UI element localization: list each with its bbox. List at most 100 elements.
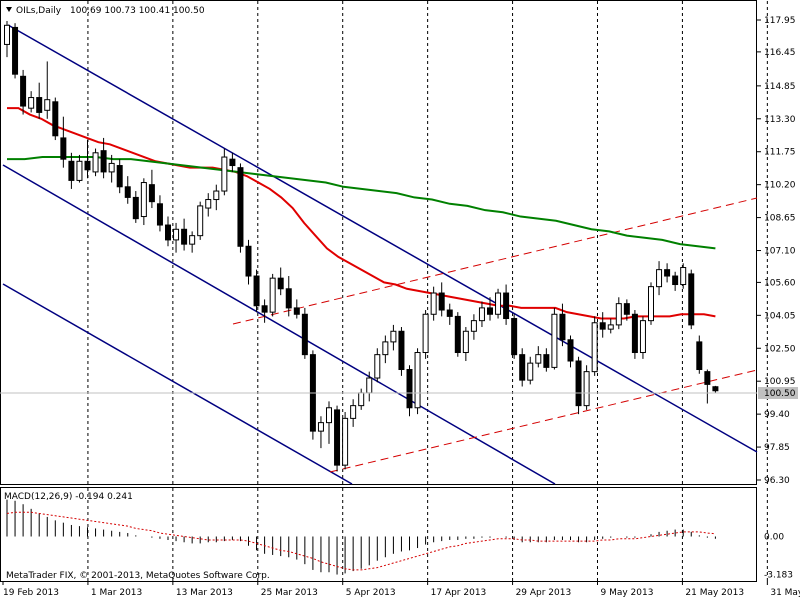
candle-bear — [277, 277, 284, 290]
current-price-label: 100.50 — [764, 389, 796, 399]
candle-bull — [350, 405, 357, 419]
date-tick-label: 21 May 2013 — [685, 588, 744, 598]
ma-fast-line — [7, 107, 716, 320]
symbol-label: OILs,Daily — [16, 6, 62, 16]
candle-bear — [696, 341, 703, 371]
candle-bear — [124, 186, 131, 198]
date-tick-label: 17 Apr 2013 — [431, 588, 487, 598]
candle-bear — [229, 158, 236, 167]
candle-bull — [173, 228, 180, 241]
candle-bull — [317, 422, 324, 432]
price-tick-label: 99.40 — [764, 410, 790, 420]
price-tick-label: 105.60 — [764, 278, 796, 288]
date-tick-label: 1 Mar 2013 — [91, 588, 142, 598]
candle-bear — [36, 97, 43, 113]
date-tick-label: 5 Apr 2013 — [346, 588, 396, 598]
candle-bear — [438, 292, 445, 311]
candle-bull — [342, 417, 349, 466]
candle-bull — [656, 269, 663, 288]
candle-bear — [503, 292, 510, 320]
price-tick-label: 117.95 — [764, 16, 796, 26]
candles — [4, 21, 719, 472]
candle-bear — [631, 313, 638, 354]
candle-bear — [406, 369, 413, 409]
dropdown-triangle-icon[interactable] — [6, 7, 12, 12]
dashed-channel-line — [329, 369, 758, 473]
channel-line — [7, 24, 758, 453]
candle-bear — [575, 360, 582, 407]
macd-panel-frame — [0, 487, 757, 582]
candle-bear — [181, 228, 188, 245]
candle-bull — [648, 286, 654, 322]
date-tick-label: 13 Mar 2013 — [176, 588, 233, 598]
candle-bear — [261, 305, 268, 313]
candle-bull — [583, 371, 590, 407]
candle-bull — [76, 160, 83, 181]
candle-bull — [607, 324, 614, 330]
candle-bull — [422, 313, 429, 354]
candle-bear — [253, 275, 260, 307]
macd-histogram — [6, 499, 716, 575]
candle-bull — [639, 320, 646, 354]
channel-line — [2, 283, 353, 485]
price-tick-label: 96.30 — [764, 476, 790, 486]
macd-signal-line — [6, 511, 716, 571]
candle-bear — [599, 322, 606, 330]
price-tick-label: 97.85 — [764, 443, 790, 453]
copyright-text: MetaTrader FIX, © 2001-2013, MetaQuotes … — [6, 571, 270, 581]
trend-lines — [2, 24, 758, 485]
date-tick-label: 9 May 2013 — [600, 588, 653, 598]
candle-bear — [623, 303, 630, 315]
candle-bull — [470, 320, 477, 332]
vertical-grid — [87, 1, 768, 581]
candle-bull — [28, 97, 35, 109]
price-tick-label: 116.45 — [764, 48, 796, 58]
candle-bull — [615, 303, 622, 326]
candle-bull — [430, 292, 437, 315]
price-axis: 117.95 116.45 114.85 113.30 111.75 110.20 108.… — [757, 16, 796, 581]
price-tick-label: 110.20 — [764, 181, 796, 191]
candle-bear — [688, 273, 695, 326]
date-tick-label: 25 Mar 2013 — [261, 588, 318, 598]
macd-tick-label: -3.183 — [764, 571, 793, 581]
candle-bull — [44, 99, 51, 111]
candle-bear — [165, 224, 171, 241]
candle-bull — [108, 162, 115, 173]
candle-bear — [12, 26, 19, 75]
date-tick-label: 29 Apr 2013 — [516, 588, 572, 598]
ohlc-readout: 100.69 100.73 100.41 100.50 — [70, 6, 205, 16]
candle-bull — [527, 362, 534, 381]
candle-bull — [591, 322, 598, 373]
moving-averages — [7, 107, 716, 320]
dashed-channel-line — [232, 197, 758, 325]
candle-bull — [189, 235, 196, 245]
candle-bear — [567, 339, 574, 362]
candle-bull — [213, 190, 220, 201]
candle-bear — [487, 307, 493, 315]
macd-tick-label: 0.00 — [764, 533, 784, 543]
candle-bear — [704, 371, 711, 385]
price-tick-label: 114.85 — [764, 82, 796, 92]
candle-bear — [334, 409, 341, 466]
price-tick-label: 104.05 — [764, 311, 796, 321]
candle-bear — [664, 269, 671, 277]
candle-bull — [4, 24, 10, 45]
main-chart-frame — [0, 0, 757, 485]
candle-bull — [92, 152, 99, 173]
candle-bear — [285, 288, 292, 309]
candle-bear — [511, 318, 518, 356]
candle-bear — [543, 354, 550, 368]
current-price-box — [758, 387, 798, 399]
candle-bear — [245, 245, 252, 277]
candle-bear — [84, 160, 91, 171]
candle-bear — [156, 203, 163, 226]
candle-bull — [495, 292, 502, 315]
candle-bear — [237, 167, 244, 247]
candle-bull — [326, 407, 332, 424]
candle-bear — [672, 275, 679, 286]
candle-bull — [680, 267, 687, 286]
price-tick-label: 100.95 — [764, 377, 796, 387]
candle-bear — [301, 313, 308, 356]
candle-bear — [398, 330, 405, 371]
